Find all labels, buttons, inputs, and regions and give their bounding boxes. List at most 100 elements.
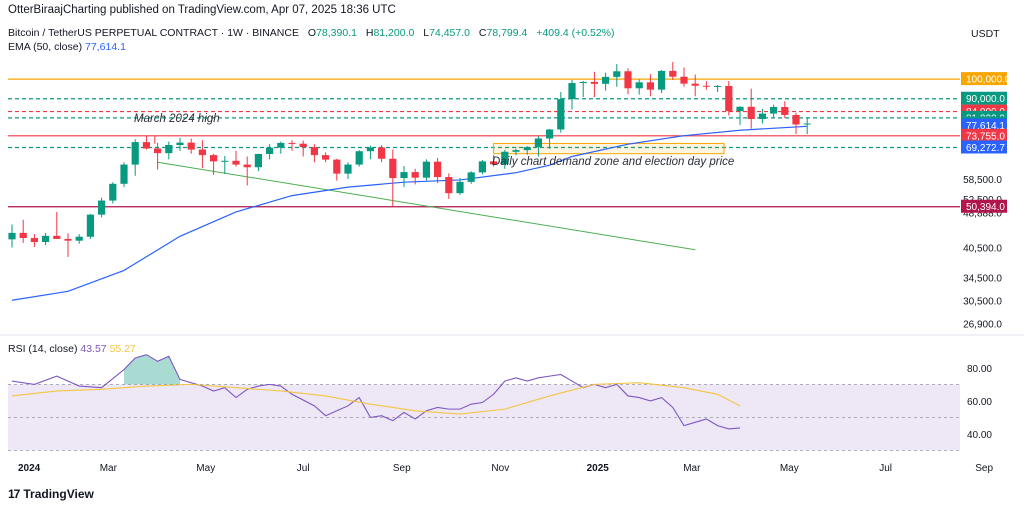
candle xyxy=(288,140,296,151)
time-axis: 2024 Mar May Jul Sep Nov 2025 Mar May Jul Sep xyxy=(18,463,993,474)
candle-body xyxy=(747,106,755,120)
price-label-text: 73,755.0 xyxy=(966,131,1005,142)
candle-body xyxy=(758,113,766,120)
candle-body xyxy=(568,83,576,100)
candle-body xyxy=(792,114,800,125)
high-value: 81,200.0 xyxy=(373,27,415,39)
price-label-text: 77,614.1 xyxy=(966,121,1005,132)
candle-body xyxy=(501,151,509,165)
candle xyxy=(142,135,150,150)
candle-body xyxy=(288,142,296,144)
candle-body xyxy=(725,85,733,112)
candle xyxy=(646,74,654,97)
candle-body xyxy=(770,106,778,114)
candle xyxy=(355,150,363,167)
candle xyxy=(333,158,341,181)
march-high-annotation: March 2024 high xyxy=(134,113,220,125)
candle-body xyxy=(389,158,397,179)
candle xyxy=(456,177,464,195)
price-label-box xyxy=(961,72,1007,86)
symbol-legend: Bitcoin / TetherUS PERPETUAL CONTRACT · … xyxy=(8,27,615,39)
candle-body xyxy=(277,142,285,148)
price-label-box xyxy=(961,199,1007,213)
candle xyxy=(310,144,318,163)
candle xyxy=(490,155,498,167)
candle-body xyxy=(53,235,61,239)
candle-body xyxy=(378,147,386,159)
candle-body xyxy=(579,81,587,84)
candle-body xyxy=(781,106,789,115)
candle xyxy=(232,150,240,167)
candle-body xyxy=(154,148,162,154)
price-label-text: 50,394.0 xyxy=(966,202,1005,213)
candle-body xyxy=(254,153,262,168)
candle xyxy=(64,233,72,257)
candle xyxy=(736,106,744,125)
candle xyxy=(322,152,330,163)
candle xyxy=(277,141,285,154)
rsi-overbought-fill xyxy=(124,354,180,385)
rsi-tick-label: 80.00 xyxy=(967,364,992,375)
tradingview-logo-icon: 17 xyxy=(8,487,20,501)
candle xyxy=(299,140,307,157)
candle xyxy=(434,157,442,184)
candle xyxy=(221,155,229,174)
low-value: 74,457.0 xyxy=(429,27,470,39)
candle-body xyxy=(120,164,128,184)
candle xyxy=(30,234,38,247)
candle-body xyxy=(658,70,666,90)
candle-body xyxy=(142,142,150,149)
candle-body xyxy=(8,232,16,240)
candle-body xyxy=(266,147,274,154)
candle xyxy=(243,156,251,186)
candle xyxy=(445,173,453,199)
rsi-tick-label: 60.00 xyxy=(967,397,992,408)
candle xyxy=(210,153,218,175)
ema-value: 77,614.1 xyxy=(85,41,126,53)
close-label: C xyxy=(478,27,487,39)
candle xyxy=(579,80,587,98)
candle-body xyxy=(221,160,229,162)
candle-body xyxy=(366,147,374,152)
candle-body xyxy=(109,183,117,201)
rsi-series-line xyxy=(11,354,741,430)
ema-label: EMA (50, close) xyxy=(8,41,83,53)
candle xyxy=(568,80,576,110)
candle xyxy=(624,68,632,95)
price-label-box xyxy=(961,140,1007,154)
high-label: H xyxy=(365,27,374,39)
price-label-text: 100,000.0 xyxy=(966,75,1011,86)
candle-body xyxy=(512,150,520,152)
time-tick-label: Mar xyxy=(100,463,118,474)
candle-body xyxy=(613,71,621,77)
candle xyxy=(120,162,128,188)
candle-body xyxy=(490,161,498,165)
symbol-title: Bitcoin / TetherUS PERPETUAL CONTRACT · … xyxy=(8,27,299,39)
candle xyxy=(378,145,386,163)
brand-name: TradingView xyxy=(23,487,94,501)
price-tick-label: 58,500.0 xyxy=(963,175,1002,186)
candle-body xyxy=(187,142,195,150)
candle-body xyxy=(400,172,408,179)
candle-body xyxy=(344,164,352,174)
price-label-text: 69,272.7 xyxy=(966,143,1005,154)
candle-body xyxy=(523,147,531,151)
candle xyxy=(467,171,475,184)
candle xyxy=(131,139,139,176)
candle-body xyxy=(803,123,811,125)
candle xyxy=(546,129,554,149)
candle xyxy=(557,92,565,133)
candle xyxy=(635,79,643,95)
price-tick-label: 26,900.0 xyxy=(963,320,1002,331)
candle xyxy=(165,141,173,160)
candle-body xyxy=(456,181,464,194)
candle xyxy=(400,166,408,188)
rsi-axis: 80.00 60.00 40.00 xyxy=(967,364,992,441)
candle-body xyxy=(467,172,475,182)
tradingview-logo[interactable]: 17 TradingView xyxy=(8,487,94,501)
candle xyxy=(154,142,162,170)
candle-body xyxy=(232,160,240,165)
candle xyxy=(53,211,61,239)
candle-body xyxy=(445,177,453,194)
currency-label[interactable]: USDT xyxy=(971,28,1000,40)
